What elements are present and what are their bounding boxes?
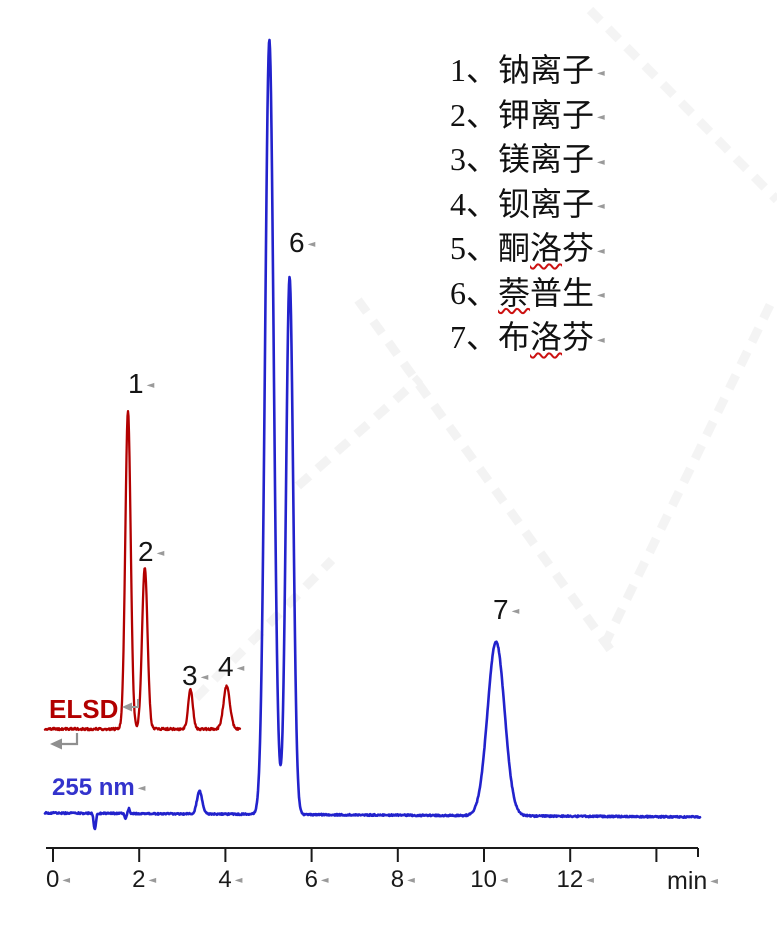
format-mark-icon: ◄ <box>234 874 243 886</box>
x-tick-label-12: 12 ◄ <box>556 868 593 892</box>
legend-item-3: 3、镁离子 ◄ <box>450 139 605 184</box>
x-tick-label-0: 0 ◄ <box>46 868 70 892</box>
axis-unit-text: min <box>667 867 708 895</box>
x-tick-label-2: 2 ◄ <box>132 868 156 892</box>
peak-label-3: 3 ◄ <box>182 662 208 690</box>
legend-item-misspelled-text: 洛 <box>530 230 563 266</box>
x-tick-label-text: 10 <box>470 866 497 893</box>
peak-label-6: 6 ◄ <box>289 229 315 257</box>
x-tick-label-text: 4 <box>218 866 232 893</box>
legend-item-5: 5、酮洛芬 ◄ <box>450 228 605 273</box>
format-mark-icon: ◄ <box>62 874 71 886</box>
legend-item-text: 2、钾离子 <box>450 96 595 133</box>
format-mark-icon: ◄ <box>146 379 155 391</box>
peak-label-text: 4 <box>218 651 234 682</box>
legend-item-misspelled-text: 萘 <box>498 274 531 311</box>
format-mark-icon: ◄ <box>597 156 605 168</box>
format-mark-icon: ◄ <box>236 662 245 674</box>
peak-label-text: 1 <box>128 368 144 399</box>
format-mark-icon: ◄ <box>710 876 718 888</box>
legend-item-text: 芬 <box>562 230 595 266</box>
legend: 1、钠离子 ◄ 2、钾离子 ◄ 3、镁离子 ◄ 4、钡离子 ◄ 5、酮洛芬 ◄ 6、萘普生 ◄ 7、布洛… <box>450 50 605 362</box>
legend-item-1: 1、钠离子 ◄ <box>450 50 605 95</box>
line-break-arrow-after-elsd <box>122 699 139 712</box>
format-mark-icon: ◄ <box>511 605 520 617</box>
trace-255-nm <box>43 38 702 831</box>
peak-label-text: 3 <box>182 660 198 691</box>
peak-label-7: 7 ◄ <box>493 596 519 624</box>
legend-item-text: 1、钠离子 <box>450 52 595 88</box>
uv-trace-label-text: 255 nm <box>52 774 135 801</box>
format-mark-icon: ◄ <box>500 874 508 886</box>
legend-item-4: 4、钡离子 ◄ <box>450 184 605 229</box>
format-mark-icon: ◄ <box>137 783 146 795</box>
legend-item-text: 芬 <box>562 319 595 355</box>
legend-item-text: 3、镁离子 <box>450 141 595 177</box>
x-tick-label-10: 10 ◄ <box>470 868 507 892</box>
x-tick-label-text: 8 <box>390 866 405 893</box>
legend-item-text: 7、布 <box>450 319 531 355</box>
format-mark-icon: ◄ <box>200 671 209 683</box>
legend-item-6: 6、萘普生 ◄ <box>450 273 605 318</box>
format-mark-icon: ◄ <box>586 874 594 886</box>
x-tick-label-text: 6 <box>304 866 318 893</box>
x-axis <box>46 847 699 862</box>
x-tick-label-text: 12 <box>556 866 584 893</box>
peak-label-text: 6 <box>289 227 305 258</box>
peak-label-text: 2 <box>138 536 154 567</box>
peak-label-4: 4 ◄ <box>218 653 244 681</box>
format-mark-icon: ◄ <box>597 334 605 346</box>
elsd-trace-label: ELSD <box>49 694 118 725</box>
peak-label-2: 2 ◄ <box>138 538 164 566</box>
elsd-trace-label-text: ELSD <box>49 694 119 724</box>
format-mark-icon: ◄ <box>156 547 165 559</box>
legend-item-7: 7、布洛芬 ◄ <box>450 317 605 362</box>
format-mark-icon: ◄ <box>597 112 605 124</box>
legend-item-text: 普生 <box>530 274 595 311</box>
format-mark-icon: ◄ <box>597 67 605 79</box>
x-tick-label-4: 4 ◄ <box>218 868 242 892</box>
trace-elsd <box>43 410 242 732</box>
x-tick-label-text: 0 <box>45 866 60 893</box>
legend-item-2: 2、钾离子 ◄ <box>450 95 605 140</box>
legend-item-text: 4、钡离子 <box>450 185 595 222</box>
peak-label-text: 7 <box>493 594 509 625</box>
traces <box>43 38 702 831</box>
format-mark-icon: ◄ <box>597 245 605 257</box>
x-tick-label-6: 6 ◄ <box>305 868 329 892</box>
watermark <box>192 6 777 702</box>
format-mark-icon: ◄ <box>597 201 605 213</box>
x-tick-label-8: 8 ◄ <box>391 868 415 892</box>
legend-item-text: 6、 <box>450 274 499 311</box>
x-tick-label-text: 2 <box>132 866 146 893</box>
uv-trace-label: 255 nm ◄ <box>52 774 145 802</box>
format-mark-icon: ◄ <box>307 238 316 250</box>
legend-item-text: 5、酮 <box>450 230 531 266</box>
format-mark-icon: ◄ <box>148 874 157 886</box>
format-mark-icon: ◄ <box>320 874 329 886</box>
line-break-arrow-below-baseline <box>50 733 79 750</box>
format-mark-icon: ◄ <box>597 290 605 302</box>
peak-label-1: 1 ◄ <box>128 370 154 398</box>
axis-unit-label: min ◄ <box>667 869 718 894</box>
format-mark-icon: ◄ <box>407 874 415 886</box>
legend-item-misspelled-text: 洛 <box>530 319 563 355</box>
